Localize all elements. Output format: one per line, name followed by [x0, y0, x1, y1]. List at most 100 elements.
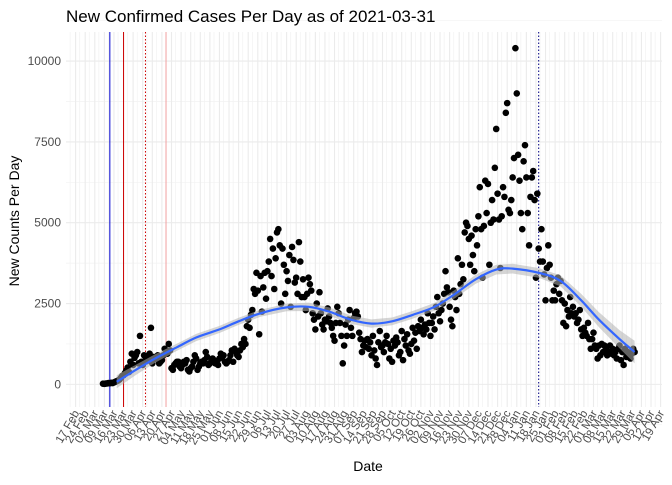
data-point — [320, 326, 327, 333]
data-point — [447, 316, 455, 324]
data-point — [336, 319, 344, 327]
data-point — [473, 242, 481, 249]
data-point — [521, 141, 529, 149]
data-points — [99, 44, 638, 388]
data-point — [492, 125, 500, 133]
data-point — [406, 350, 414, 357]
data-point — [369, 332, 377, 340]
data-point — [284, 277, 292, 285]
data-point — [147, 324, 155, 332]
data-point — [242, 340, 249, 348]
data-point — [469, 251, 477, 259]
data-point — [281, 290, 289, 298]
data-point — [296, 258, 304, 265]
data-point — [507, 196, 515, 204]
data-point — [539, 258, 547, 265]
data-point — [270, 285, 278, 293]
data-point — [373, 361, 381, 369]
data-point — [514, 151, 522, 159]
data-point — [280, 261, 288, 269]
data-point — [339, 360, 347, 367]
data-point — [483, 209, 490, 217]
data-point — [254, 287, 262, 294]
data-point — [365, 345, 373, 353]
data-point — [402, 342, 410, 349]
data-point — [331, 337, 338, 345]
data-point — [490, 216, 497, 223]
data-point — [434, 293, 441, 301]
data-point — [436, 318, 444, 325]
data-point — [575, 316, 582, 324]
data-point — [458, 261, 466, 269]
data-point — [397, 348, 404, 356]
data-point — [588, 335, 596, 343]
data-point — [488, 196, 496, 204]
data-point — [372, 355, 379, 362]
data-point — [283, 267, 290, 275]
data-point — [255, 330, 263, 338]
data-point — [499, 183, 507, 191]
data-point — [480, 222, 488, 230]
data-point — [410, 337, 418, 345]
y-tick-label: 5000 — [34, 216, 61, 230]
data-point — [517, 209, 525, 217]
data-point — [542, 297, 549, 304]
data-point — [525, 242, 533, 249]
data-point — [264, 267, 271, 275]
data-point — [342, 321, 349, 328]
data-point — [183, 356, 190, 364]
data-point — [338, 332, 345, 340]
data-point — [403, 330, 411, 338]
data-point — [470, 267, 478, 275]
data-point — [484, 180, 492, 188]
data-point — [534, 190, 541, 197]
data-point — [501, 193, 508, 201]
data-point — [165, 340, 173, 348]
data-point — [266, 235, 274, 243]
data-point — [509, 174, 516, 181]
data-point — [133, 348, 141, 356]
data-point — [246, 324, 253, 332]
data-point — [528, 174, 536, 181]
data-point — [347, 324, 355, 332]
data-point — [454, 254, 462, 262]
data-point — [562, 322, 570, 330]
data-point — [466, 261, 474, 269]
data-point — [340, 342, 348, 349]
data-point — [460, 276, 467, 283]
data-point — [523, 174, 530, 181]
data-point — [235, 353, 242, 361]
data-point — [413, 345, 421, 353]
data-point — [584, 319, 592, 327]
data-point — [423, 326, 430, 333]
data-point — [468, 232, 475, 239]
data-point — [531, 196, 538, 204]
data-point — [383, 332, 390, 340]
data-point — [453, 306, 460, 314]
data-point — [346, 306, 353, 314]
data-point — [312, 326, 319, 333]
data-point — [268, 272, 275, 280]
data-point — [491, 164, 499, 172]
data-point — [529, 167, 537, 175]
data-point — [343, 332, 351, 340]
data-point — [446, 303, 453, 311]
data-point — [394, 339, 401, 346]
y-tick-label: 2500 — [34, 297, 61, 311]
data-point — [316, 288, 323, 296]
data-point — [249, 306, 256, 314]
data-point — [417, 316, 425, 324]
data-point — [551, 297, 559, 304]
data-point — [279, 245, 286, 252]
data-point — [428, 319, 436, 327]
data-point — [538, 225, 545, 233]
data-point — [220, 351, 227, 359]
data-point — [388, 358, 396, 366]
data-point — [561, 300, 569, 307]
data-point — [617, 356, 625, 364]
data-point — [328, 324, 336, 332]
data-point — [550, 287, 558, 294]
data-point — [503, 99, 511, 107]
data-point — [299, 276, 307, 283]
